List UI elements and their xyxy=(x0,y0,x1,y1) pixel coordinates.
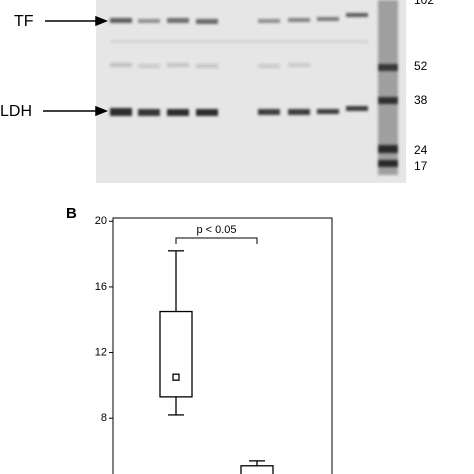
annotation: p < 0.05 xyxy=(196,224,236,236)
band-label: LDH xyxy=(0,103,32,120)
box-plot: 20 16 12 8 p < 0.05 xyxy=(95,215,333,474)
y-tick-label: 8 xyxy=(101,412,107,424)
y-tick-label: 16 xyxy=(95,281,107,293)
marker-label: 24 xyxy=(414,143,428,157)
significance-bracket xyxy=(175,237,258,244)
arrows xyxy=(43,15,109,117)
band-label: TF xyxy=(14,13,34,30)
plot-frame xyxy=(112,217,333,474)
marker-label: 38 xyxy=(414,93,428,107)
mean-marker xyxy=(172,373,180,381)
panel-label: B xyxy=(66,205,77,222)
gel-image xyxy=(96,0,406,183)
box xyxy=(240,465,274,474)
y-tick-label: 20 xyxy=(95,215,107,227)
marker-label: 102 xyxy=(414,0,434,7)
marker-label: 17 xyxy=(414,159,428,173)
y-tick-label: 12 xyxy=(95,346,107,358)
marker-label: 52 xyxy=(414,59,428,73)
box xyxy=(159,310,193,398)
